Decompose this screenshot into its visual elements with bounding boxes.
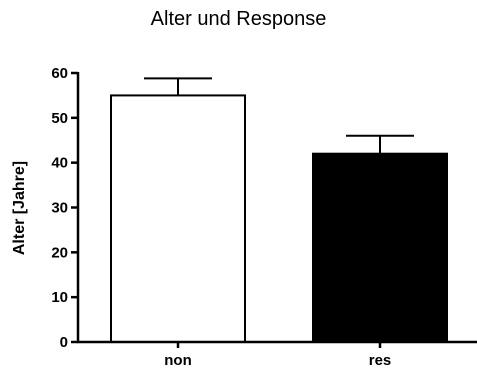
y-tick-label-60: 60: [51, 65, 68, 82]
bar-non: [110, 94, 246, 343]
bars-layer: [110, 94, 448, 343]
y-tick-label-40: 40: [51, 155, 68, 172]
y-tick-label-30: 30: [51, 200, 68, 217]
y-ticks: 0 10 20 30 40 50 60: [51, 65, 78, 351]
y-tick-label-20: 20: [51, 244, 68, 261]
y-tick-label-10: 10: [51, 289, 68, 306]
chart-title: Alter und Response: [150, 8, 327, 30]
bar-res: [312, 152, 448, 343]
x-tick-label-res: res: [369, 352, 392, 369]
x-tick-label-non: non: [164, 352, 192, 369]
y-tick-label-50: 50: [51, 110, 68, 127]
y-axis-title: Alter [Jahre]: [11, 161, 28, 255]
y-tick-label-0: 0: [60, 334, 68, 351]
error-bars-layer: [144, 77, 414, 154]
x-category-labels: non res: [164, 342, 391, 369]
